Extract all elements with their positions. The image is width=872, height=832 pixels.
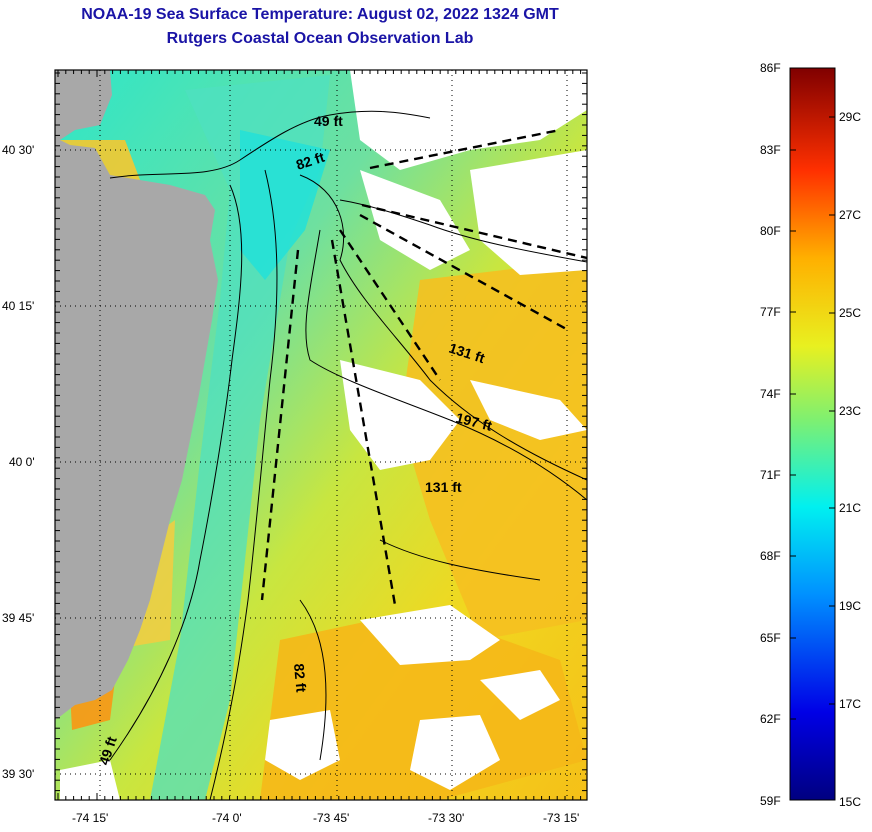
cbar-f-label: 71F (760, 468, 781, 482)
map-frame (54, 69, 588, 801)
contour-label: 131 ft (425, 479, 462, 495)
cbar-f-label: 74F (760, 387, 781, 401)
cbar-f-label: 59F (760, 794, 781, 808)
graticule (55, 70, 587, 800)
latitude-labels: 40 30' 40 15' 40 0' 39 45' 39 30' (2, 143, 35, 781)
cbar-f-label: 68F (760, 549, 781, 563)
contour-label: 49 ft (314, 113, 343, 129)
map-title: NOAA-19 Sea Surface Temperature: August … (81, 6, 559, 23)
cbar-c-label: 23C (839, 404, 861, 418)
sst-cyan-patch (240, 130, 330, 280)
cbar-f-label: 86F (760, 61, 781, 75)
lat-label: 40 0' (9, 455, 35, 469)
map-subtitle: Rutgers Coastal Ocean Observation Lab (166, 30, 474, 47)
cbar-f-label: 65F (760, 631, 781, 645)
colorbar-celsius-labels: 29C 27C 25C 23C 21C 19C 17C 15C (839, 110, 861, 809)
cbar-c-label: 17C (839, 697, 861, 711)
lat-label: 39 45' (2, 611, 34, 625)
cbar-f-label: 77F (760, 305, 781, 319)
lon-label: -74 0' (212, 811, 242, 825)
lon-label: -73 15' (543, 811, 579, 825)
cbar-c-label: 25C (839, 306, 861, 320)
cbar-f-label: 83F (760, 143, 781, 157)
sst-cool-band (150, 75, 330, 800)
colorbar-ticks (790, 67, 835, 801)
cbar-f-label: 80F (760, 224, 781, 238)
lon-label: -74 15' (72, 811, 108, 825)
depth-contours (109, 110, 587, 800)
lon-label: -73 45' (313, 811, 349, 825)
lat-label: 40 30' (2, 143, 34, 157)
cbar-f-label: 62F (760, 712, 781, 726)
cbar-c-label: 27C (839, 208, 861, 222)
lat-label: 40 15' (2, 299, 34, 313)
sst-warm-patch-south (260, 610, 587, 800)
colorbar-scale (789, 67, 836, 801)
land-new-jersey (55, 70, 218, 720)
sst-warm-patch-east (400, 260, 587, 640)
lat-label: 39 30' (2, 767, 34, 781)
cbar-c-label: 19C (839, 599, 861, 613)
transect-lines (260, 128, 587, 606)
lon-label: -73 30' (428, 811, 464, 825)
colorbar-fahrenheit-labels: 86F 83F 80F 77F 74F 71F 68F 65F 62F 59F (760, 61, 781, 808)
cbar-c-label: 21C (839, 501, 861, 515)
frame-tick-marks (55, 70, 587, 800)
contour-label: 82 ft (291, 663, 309, 693)
cbar-c-label: 15C (839, 795, 861, 809)
cbar-c-label: 29C (839, 110, 861, 124)
longitude-labels: -74 15' -74 0' -73 45' -73 30' -73 15' (72, 811, 579, 825)
